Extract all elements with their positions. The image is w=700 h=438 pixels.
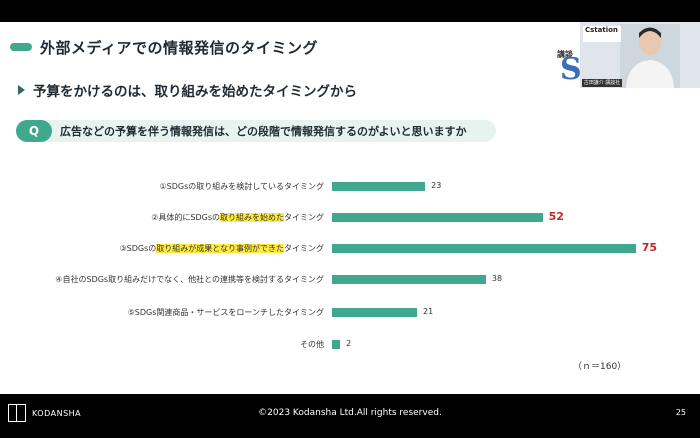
triangle-bullet-icon: [18, 85, 25, 95]
value-label: 21: [423, 307, 434, 316]
cstation-logo: Cstation: [583, 26, 621, 42]
s-letter-logo: S: [560, 52, 582, 87]
category-label: ③SDGsの取り組みが成果となり事例ができたタイミング: [119, 244, 324, 253]
footer-brand-text: KODANSHA: [32, 408, 82, 418]
bar: [332, 182, 426, 191]
footer-copyright: ©2023 Kodansha Ltd.All rights reserved.: [258, 408, 442, 418]
bar: [332, 340, 341, 349]
question-bar: Q 広告などの予算を伴う情報発信は、どの段階で情報発信するのがよいと思いますか: [16, 120, 496, 142]
slide-title-row: 外部メディアでの情報発信のタイミング: [10, 36, 318, 58]
kodansha-logo-icon: [8, 404, 26, 422]
video-side-text: 講談: [557, 50, 573, 59]
value-label: 23: [431, 181, 442, 190]
page-number: 25: [675, 408, 686, 417]
bar: [332, 275, 486, 284]
question-text: 広告などの予算を伴う情報発信は、どの段階で情報発信するのがよいと思いますか: [60, 125, 467, 138]
slide-subtitle: 予算をかけるのは、取り組みを始めたタイミングから: [33, 84, 357, 100]
slide-title: 外部メディアでの情報発信のタイミング: [40, 38, 318, 57]
value-label: 52: [548, 210, 564, 223]
bar: [332, 244, 636, 253]
slide-subtitle-row: 予算をかけるのは、取り組みを始めたタイミングから: [18, 80, 357, 100]
presenter-silhouette-icon: [620, 24, 680, 88]
title-accent-pill: [10, 43, 32, 51]
category-label: ②具体的にSDGsの取り組みを始めたタイミング: [151, 213, 324, 222]
bar-chart: ①SDGsの取り組みを検討しているタイミング 23 ②具体的にSDGsの取り組みを始…: [0, 22, 700, 394]
value-label: 38: [491, 274, 503, 283]
category-label: ①SDGsの取り組みを検討しているタイミング: [159, 182, 324, 191]
top-black-bar: [0, 0, 700, 22]
category-label: ⑤SDGs関連商品・サービスをローンチしたタイミング: [127, 308, 324, 317]
question-badge: Q: [16, 120, 52, 142]
presentation-slide: 外部メディアでの情報発信のタイミング 予算をかけるのは、取り組みを始めたタイミン…: [0, 22, 700, 394]
slide-footer: KODANSHA ©2023 Kodansha Ltd.All rights r…: [0, 394, 700, 438]
bar: [332, 213, 543, 222]
category-label: ④自社のSDGs取り組みだけでなく、他社との連携等を検討するタイミング: [55, 275, 324, 284]
presenter-name-tag: 古田謙介 講談社: [582, 79, 622, 87]
category-label: その他: [300, 340, 324, 349]
value-label: 2: [346, 339, 352, 348]
sample-size-note: （ｎ＝160）: [573, 362, 627, 372]
value-label: 75: [641, 241, 658, 254]
footer-brand: KODANSHA: [8, 404, 81, 422]
bar: [332, 308, 418, 317]
